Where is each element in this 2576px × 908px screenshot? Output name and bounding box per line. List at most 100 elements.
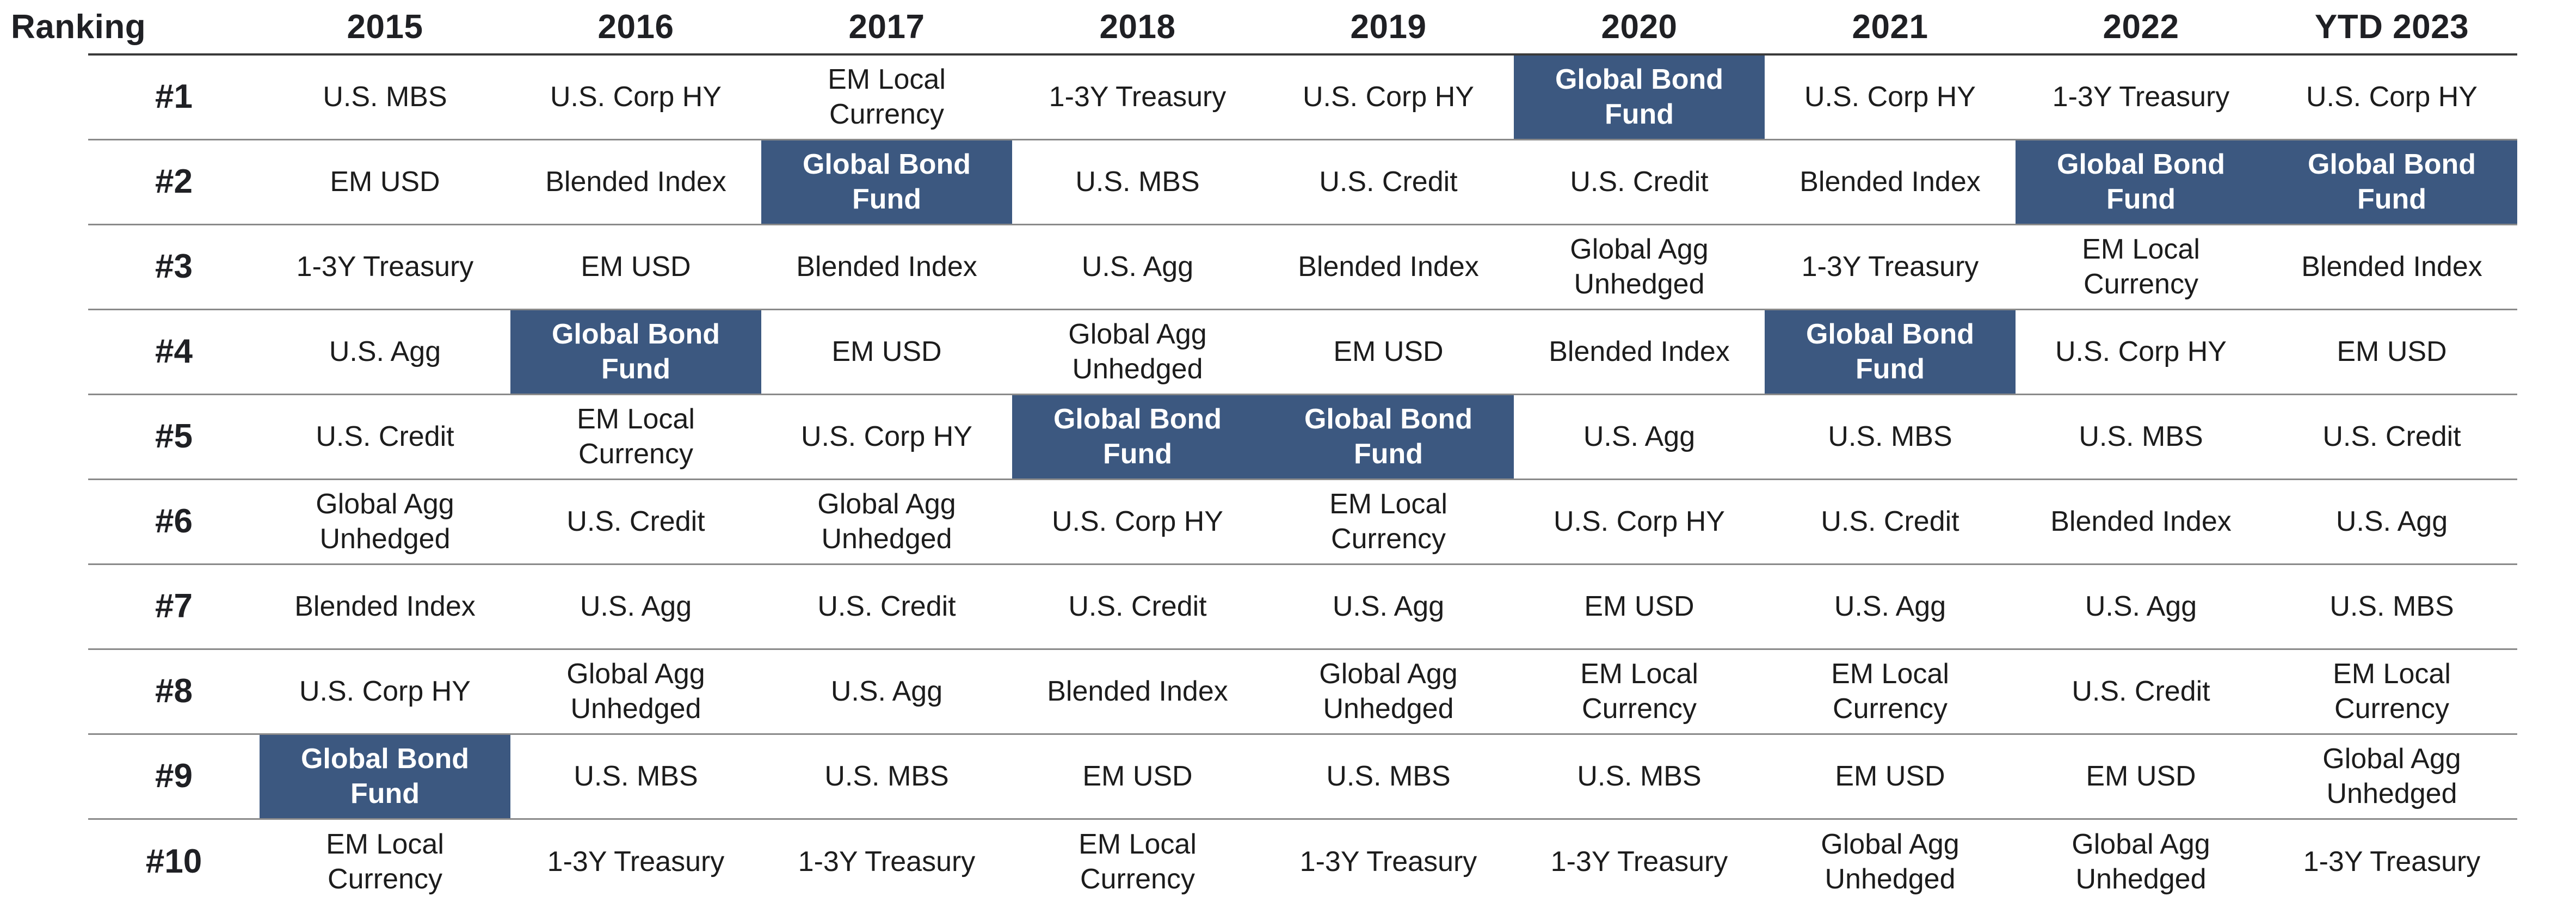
table-cell: EM USD	[1514, 564, 1765, 650]
cell-label: U.S. MBS	[2079, 421, 2203, 452]
column-header-2015: 2015	[260, 0, 510, 56]
cell-label: EM USD	[1835, 760, 1945, 792]
cell-label: EM USD	[2086, 760, 2196, 792]
rank-label: #5	[88, 394, 260, 480]
table-row: #6 Global Agg Unhedged U.S. Credit Global A…	[88, 479, 2517, 565]
table-cell: EM USD	[510, 224, 761, 310]
table-cell: 1-3Y Treasury	[1263, 819, 1514, 904]
cell-label: Global Bond Fund	[802, 149, 971, 215]
table-row: #10 EM Local Currency 1-3Y Treasury 1-3Y Tr…	[88, 819, 2517, 904]
cell-label: Global Bond Fund	[300, 743, 470, 809]
cell-label: U.S. MBS	[1577, 760, 1702, 792]
table-cell: Blended Index	[2266, 224, 2517, 310]
cell-label: U.S. Agg	[580, 591, 692, 622]
cell-label: EM USD	[2337, 336, 2447, 367]
table-cell: U.S. Credit	[1263, 139, 1514, 225]
table-cell: Global Agg Unhedged	[1765, 819, 2016, 904]
cell-label: Global Bond Fund	[1555, 64, 1724, 131]
cell-label: 1-3Y Treasury	[798, 845, 976, 878]
cell-label: U.S. Credit	[817, 591, 956, 622]
cell-label: Blended Index	[2050, 506, 2232, 537]
table-cell: EM Local Currency	[1765, 649, 2016, 735]
table-cell: Blended Index	[260, 564, 510, 650]
cell-label: U.S. Credit	[316, 421, 454, 452]
cell-label: U.S. Corp HY	[1303, 81, 1474, 113]
table-cell: U.S. Corp HY	[260, 649, 510, 735]
table-cell: 1-3Y Treasury	[2266, 819, 2517, 904]
cell-label: 1-3Y Treasury	[1550, 845, 1728, 878]
column-header-2018: 2018	[1012, 0, 1263, 56]
cell-label: EM USD	[831, 336, 942, 367]
table-cell: U.S. Agg	[1765, 564, 2016, 650]
cell-label: U.S. Agg	[1332, 591, 1445, 622]
table-cell: U.S. MBS	[761, 734, 1012, 820]
table-cell: U.S. Corp HY	[1263, 54, 1514, 140]
table-cell: EM USD	[2016, 734, 2266, 820]
table-row: #9 Global Bond Fund U.S. MBS U.S. MBS EM USD…	[88, 734, 2517, 820]
cell-label: Global Agg Unhedged	[1068, 318, 1207, 385]
table-cell: 1-3Y Treasury	[510, 819, 761, 904]
table-cell: Blended Index	[1263, 224, 1514, 310]
table-cell: U.S. MBS	[1514, 734, 1765, 820]
table-cell: U.S. Agg	[2266, 479, 2517, 565]
table-cell: U.S. Corp HY	[2266, 54, 2517, 140]
cell-label: Global Bond Fund	[2056, 149, 2226, 215]
cell-label: Blended Index	[1298, 251, 1479, 283]
table-cell: 1-3Y Treasury	[761, 819, 1012, 904]
cell-label: U.S. Agg	[2085, 591, 2197, 622]
cell-label: U.S. MBS	[323, 81, 447, 113]
table-cell: U.S. Credit	[1514, 139, 1765, 225]
cell-label: EM USD	[1082, 760, 1193, 792]
highlighted-cell: Global Bond Fund	[1012, 394, 1263, 480]
table-cell: U.S. Corp HY	[2016, 309, 2266, 395]
column-header-2016: 2016	[510, 0, 761, 56]
table-cell: U.S. Credit	[2266, 394, 2517, 480]
table-cell: U.S. MBS	[260, 54, 510, 140]
highlighted-cell: Global Bond Fund	[1765, 309, 2016, 395]
rank-label: #7	[88, 564, 260, 650]
highlighted-cell: Global Bond Fund	[761, 139, 1012, 225]
header-row: Ranking 2015 2016 2017 2018 2019 2020 20…	[0, 0, 2517, 56]
cell-label: 1-3Y Treasury	[1299, 845, 1477, 878]
table-cell: Global Agg Unhedged	[510, 649, 761, 735]
cell-label: Global Agg Unhedged	[2072, 828, 2210, 895]
column-header-2020: 2020	[1514, 0, 1765, 56]
highlighted-cell: Global Bond Fund	[260, 734, 510, 820]
table-cell: U.S. Credit	[2016, 649, 2266, 735]
table-cell: Global Agg Unhedged	[1263, 649, 1514, 735]
cell-label: U.S. Corp HY	[550, 81, 722, 113]
cell-label: U.S. Agg	[1834, 591, 1946, 622]
table-cell: 1-3Y Treasury	[2016, 54, 2266, 140]
cell-label: 1-3Y Treasury	[1801, 251, 1979, 283]
cell-label: U.S. Corp HY	[1804, 81, 1976, 113]
rank-label: #8	[88, 649, 260, 735]
cell-label: Global Bond Fund	[1053, 403, 1222, 470]
cell-label: 1-3Y Treasury	[1049, 81, 1227, 113]
cell-label: Global Agg Unhedged	[1821, 828, 1959, 895]
rank-label: #6	[88, 479, 260, 565]
table-cell: U.S. Credit	[1012, 564, 1263, 650]
table-cell: U.S. Credit	[1765, 479, 2016, 565]
cell-label: Blended Index	[2301, 251, 2482, 283]
cell-label: Blended Index	[1047, 676, 1228, 707]
cell-label: Global Agg Unhedged	[566, 658, 705, 725]
column-header-2019: 2019	[1263, 0, 1514, 56]
table-cell: Blended Index	[1012, 649, 1263, 735]
cell-label: U.S. Agg	[1583, 421, 1696, 452]
cell-label: Blended Index	[1549, 336, 1730, 367]
column-header-ytd-2023: YTD 2023	[2266, 0, 2517, 56]
cell-label: U.S. Credit	[1821, 506, 1959, 537]
table-cell: U.S. Corp HY	[1012, 479, 1263, 565]
table-cell: Global Agg Unhedged	[260, 479, 510, 565]
table-cell: Blended Index	[1765, 139, 2016, 225]
table-cell: U.S. Agg	[510, 564, 761, 650]
table-row: #8 U.S. Corp HY Global Agg Unhedged U.S. Ag…	[88, 649, 2517, 735]
cell-label: EM Local Currency	[1831, 658, 1949, 725]
cell-label: Global Bond Fund	[1805, 318, 1975, 385]
cell-label: Global Agg Unhedged	[2322, 743, 2461, 809]
table-cell: EM USD	[1263, 309, 1514, 395]
table-cell: U.S. Agg	[2016, 564, 2266, 650]
cell-label: Blended Index	[545, 166, 726, 198]
cell-label: U.S. MBS	[824, 760, 949, 792]
table-cell: U.S. MBS	[1765, 394, 2016, 480]
